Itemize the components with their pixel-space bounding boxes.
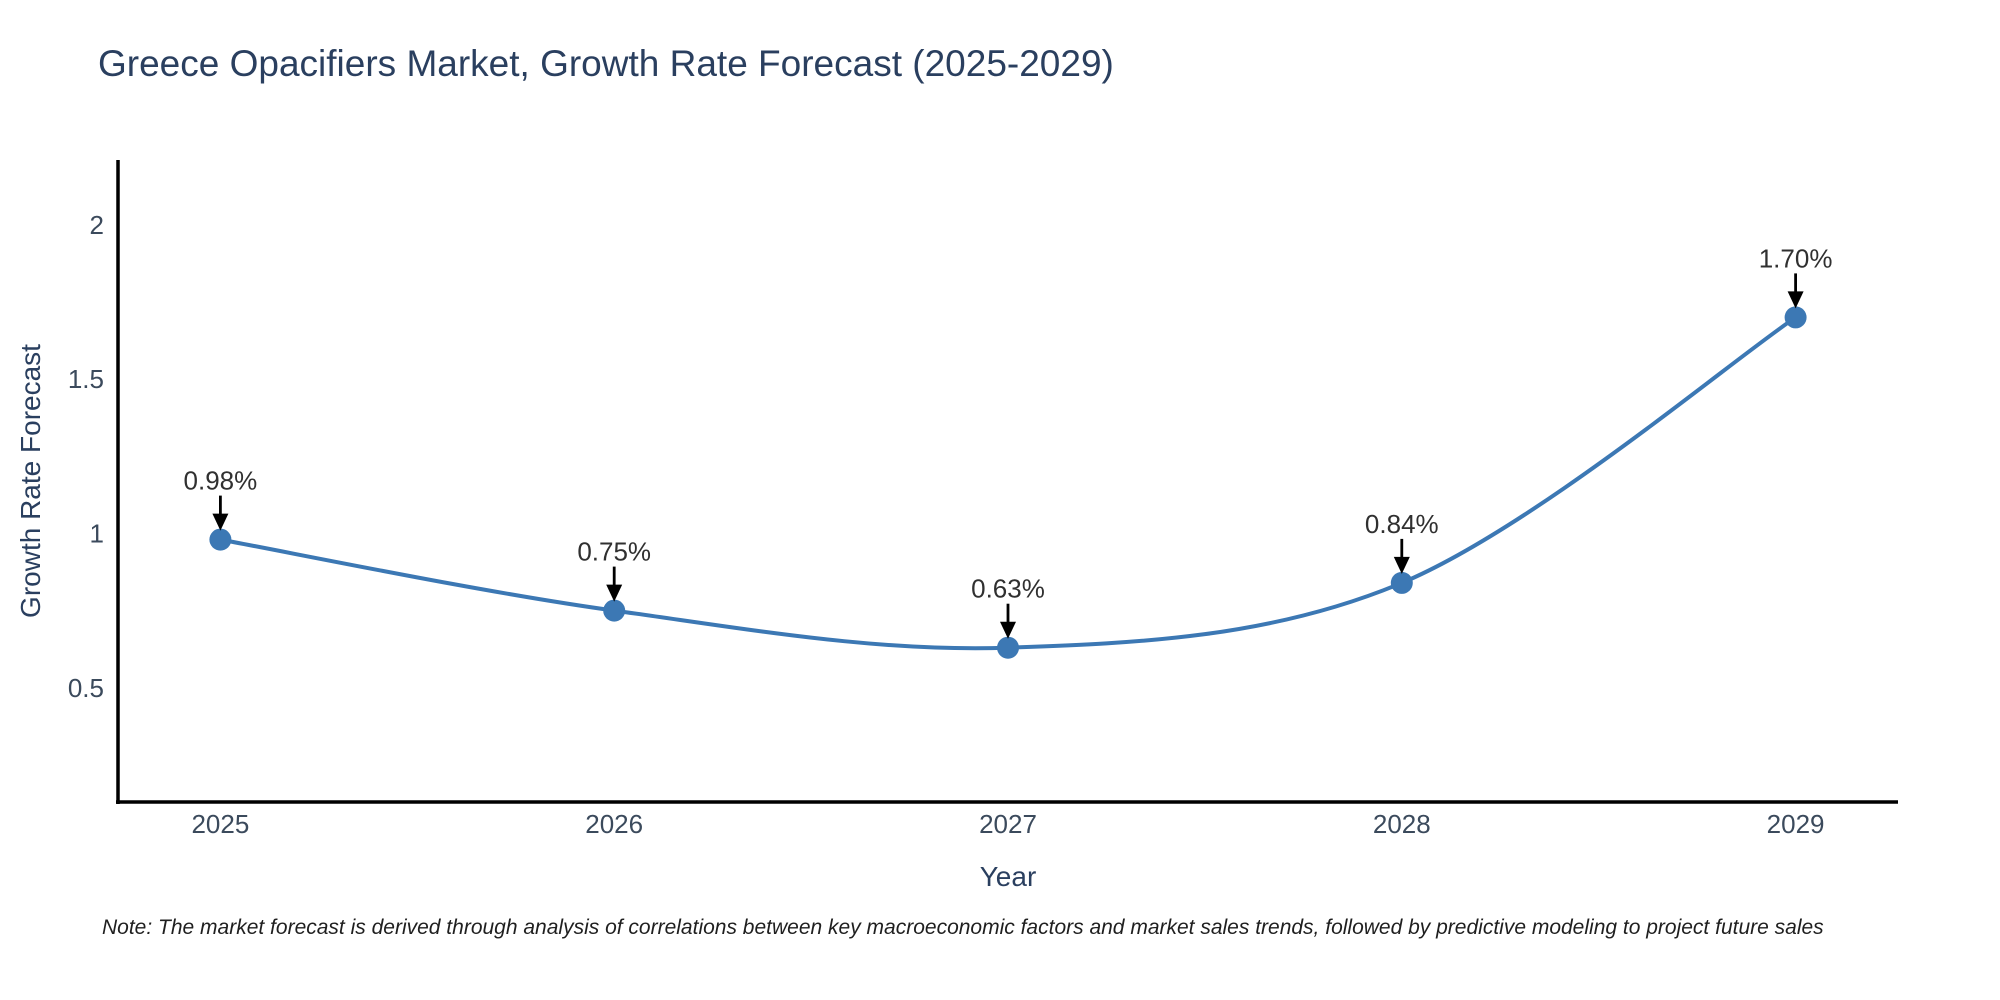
chart-title: Greece Opacifiers Market, Growth Rate Fo… xyxy=(98,43,1114,84)
annotation-arrowhead xyxy=(1787,291,1804,309)
x-tick-label: 2025 xyxy=(191,809,249,839)
data-point-2029 xyxy=(1784,306,1807,329)
annotation-arrowhead xyxy=(212,513,229,531)
x-tick-label: 2029 xyxy=(1767,809,1825,839)
annotation-arrowhead xyxy=(1393,556,1410,574)
data-point-2025 xyxy=(209,528,232,551)
x-tick-label: 2028 xyxy=(1373,809,1431,839)
point-value-label: 0.84% xyxy=(1365,509,1439,539)
point-value-label: 1.70% xyxy=(1759,243,1833,273)
annotation-arrowhead xyxy=(606,584,623,602)
annotation-arrowhead xyxy=(1000,621,1016,639)
point-value-label: 0.75% xyxy=(577,537,651,567)
y-tick-label: 1.5 xyxy=(68,364,104,394)
point-value-label: 0.63% xyxy=(971,574,1045,604)
x-axis-title: Year xyxy=(980,861,1037,892)
point-value-label: 0.98% xyxy=(184,466,258,496)
data-point-2026 xyxy=(603,599,626,622)
x-tick-label: 2027 xyxy=(979,809,1037,839)
y-tick-label: 1 xyxy=(90,519,104,549)
data-point-2027 xyxy=(997,636,1019,659)
y-tick-label: 0.5 xyxy=(68,673,104,703)
x-tick-label: 2026 xyxy=(585,809,643,839)
y-axis-title: Growth Rate Forecast xyxy=(15,344,46,618)
y-tick-label: 2 xyxy=(90,210,104,240)
footnote: Note: The market forecast is derived thr… xyxy=(102,916,1824,939)
data-point-2028 xyxy=(1390,571,1413,594)
